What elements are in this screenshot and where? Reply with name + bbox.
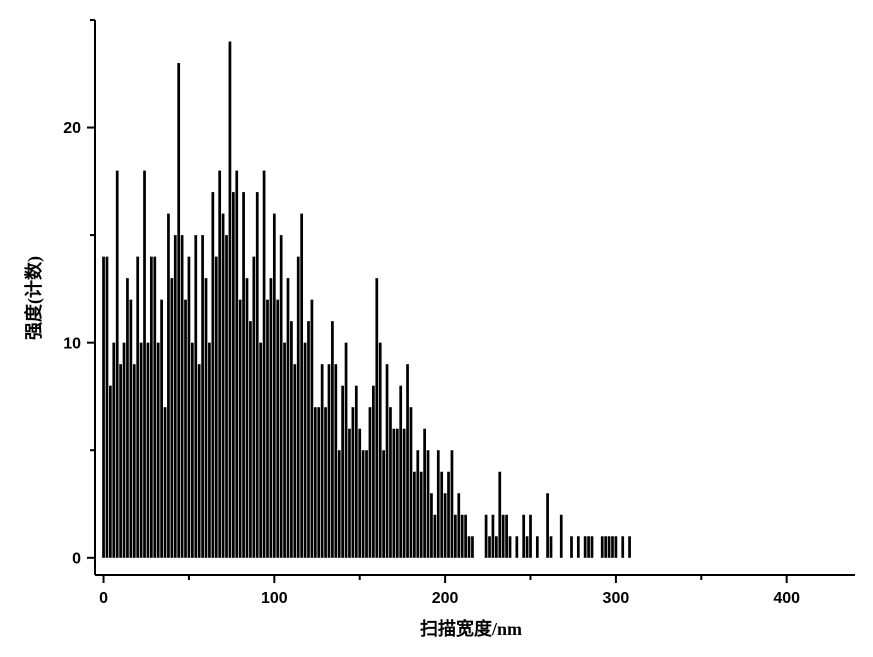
x-tick-label: 400 [773, 590, 800, 607]
x-tick-label: 100 [261, 590, 288, 607]
chart-svg: 0 100 200 300 400 0 10 20 [0, 0, 873, 657]
x-tick-label: 200 [432, 590, 459, 607]
y-tick-label: 20 [63, 120, 81, 137]
x-tick-label: 300 [603, 590, 630, 607]
y-tick-label: 0 [72, 550, 81, 567]
histogram-chart: 0 100 200 300 400 0 10 20 强度(计数) 扫描宽度/nm [0, 0, 873, 657]
x-axis-label: 扫描宽度/nm [420, 615, 522, 641]
y-tick-label: 10 [63, 335, 81, 352]
x-tick-label: 0 [99, 590, 108, 607]
y-axis-label: 强度(计数) [20, 238, 46, 358]
